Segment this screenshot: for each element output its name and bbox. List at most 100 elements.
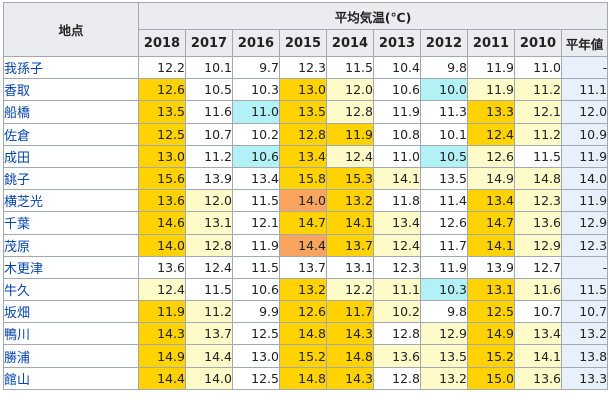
table-row: 茂原 14.0 12.8 11.9 14.4 13.7 12.4 11.7 14.1 12.9 12… — [3, 233, 609, 257]
temperature-cell: 11.7 — [420, 233, 468, 257]
temperature-cell: 11.9 — [326, 122, 374, 146]
year-header-2017: 2017 — [185, 29, 233, 57]
temperature-cell: 13.0 — [138, 144, 186, 168]
temperature-cell: 13.4 — [232, 166, 280, 191]
station-column-header: 地点 — [3, 2, 139, 57]
temperature-cell: 13.9 — [185, 166, 233, 191]
temperature-cell: 12.5 — [138, 122, 186, 146]
normal-value-cell: 12.9 — [560, 211, 609, 235]
temperature-cell: 11.7 — [326, 300, 374, 324]
table-row: 館山 14.4 14.0 12.5 14.8 14.3 12.8 13.2 15.0 13.6 13… — [3, 366, 609, 390]
station-link[interactable]: 香取 — [3, 78, 139, 102]
temperature-cell: 14.1 — [326, 211, 374, 235]
temperature-cell: 12.4 — [373, 233, 421, 257]
temperature-cell: 11.5 — [514, 144, 562, 168]
temperature-cell: 13.4 — [467, 189, 515, 213]
temperature-cell: 9.7 — [232, 55, 280, 80]
temperature-cell: 13.2 — [326, 189, 374, 213]
temperature-cell: 13.1 — [185, 211, 233, 235]
station-link[interactable]: 銚子 — [3, 166, 139, 191]
station-link[interactable]: 船橋 — [3, 100, 139, 124]
temperature-cell: 14.3 — [138, 322, 186, 346]
station-link[interactable]: 茂原 — [3, 233, 139, 257]
temperature-cell: 14.7 — [467, 211, 515, 235]
normal-value-cell: 10.7 — [560, 300, 609, 324]
normal-value-cell: 13.8 — [560, 344, 609, 368]
station-link[interactable]: 我孫子 — [3, 55, 139, 80]
temperature-cell: 11.9 — [373, 100, 421, 124]
temperature-cell: 14.4 — [279, 233, 327, 257]
temperature-cell: 11.3 — [420, 100, 468, 124]
temperature-cell: 12.9 — [420, 322, 468, 346]
table-row: 船橋 13.5 11.6 11.0 13.5 12.8 11.9 11.3 13.3 12.1 12… — [3, 100, 609, 124]
year-header-2010: 2010 — [514, 29, 562, 57]
temperature-cell: 14.9 — [138, 344, 186, 368]
temperature-cell: 13.2 — [420, 366, 468, 390]
temperature-cell: 13.6 — [514, 366, 562, 390]
temperature-cell: 12.0 — [185, 189, 233, 213]
station-link[interactable]: 横芝光 — [3, 189, 139, 213]
temperature-cell: 11.2 — [514, 78, 562, 102]
table-row: 香取 12.6 10.5 10.3 13.0 12.0 10.6 10.0 11.9 11.2 11… — [3, 78, 609, 102]
temperature-cell: 12.3 — [514, 189, 562, 213]
station-link[interactable]: 千葉 — [3, 211, 139, 235]
temperature-cell: 10.0 — [420, 78, 468, 102]
temperature-cell: 12.5 — [232, 322, 280, 346]
temperature-cell: 12.6 — [138, 78, 186, 102]
station-link[interactable]: 木更津 — [3, 255, 139, 279]
temperature-cell: 10.6 — [232, 144, 280, 168]
temperature-table: 地点 平均気温(℃) 2018 2017 2016 2015 2014 2013 2012 2… — [3, 2, 609, 390]
table-row: 横芝光 13.6 12.0 11.5 14.0 13.2 11.8 11.4 13.4 12.3 1… — [3, 189, 609, 213]
temperature-cell: 12.8 — [185, 233, 233, 257]
temperature-cell: 12.8 — [326, 100, 374, 124]
temperature-cell: 12.4 — [185, 255, 233, 279]
temperature-cell: 10.5 — [420, 144, 468, 168]
temperature-cell: 11.2 — [185, 300, 233, 324]
temperature-cell: 11.6 — [185, 100, 233, 124]
temperature-cell: 10.6 — [232, 277, 280, 302]
header-row-years: 2018 2017 2016 2015 2014 2013 2012 2011 2010 平年値 — [4, 29, 609, 57]
temperature-cell: 12.1 — [514, 100, 562, 124]
temperature-cell: 14.1 — [514, 344, 562, 368]
temperature-cell: 12.6 — [420, 211, 468, 235]
temperature-cell: 10.7 — [514, 300, 562, 324]
temperature-cell: 14.9 — [467, 166, 515, 191]
temperature-cell: 14.8 — [326, 344, 374, 368]
normal-value-cell: 11.5 — [560, 277, 609, 302]
temperature-cell: 11.1 — [373, 277, 421, 302]
station-link[interactable]: 牛久 — [3, 277, 139, 302]
table-body: 我孫子 12.2 10.1 9.7 12.3 11.5 10.4 9.8 11.9 11.0- 香取… — [3, 55, 609, 390]
temperature-cell: 11.9 — [467, 55, 515, 80]
station-link[interactable]: 勝浦 — [3, 344, 139, 368]
temperature-cell: 12.7 — [514, 255, 562, 279]
normal-value-cell: 10.9 — [560, 122, 609, 146]
temperature-cell: 13.1 — [326, 255, 374, 279]
temperature-cell: 11.5 — [232, 189, 280, 213]
temperature-cell: 11.5 — [185, 277, 233, 302]
normal-value-cell: 13.3 — [560, 366, 609, 390]
temperature-cell: 14.3 — [326, 322, 374, 346]
temperature-cell: 13.4 — [279, 144, 327, 168]
temperature-cell: 14.1 — [467, 233, 515, 257]
temperature-cell: 10.4 — [373, 55, 421, 80]
table-row: 坂畑 11.9 11.2 9.9 12.6 11.7 10.2 9.8 12.5 10.7 10.7 — [3, 300, 609, 324]
temperature-cell: 14.0 — [138, 233, 186, 257]
temperature-cell: 14.3 — [326, 366, 374, 390]
normal-value-cell: 12.3 — [560, 233, 609, 257]
temperature-cell: 11.0 — [514, 55, 562, 80]
temperature-cell: 10.3 — [420, 277, 468, 302]
station-link[interactable]: 坂畑 — [3, 300, 139, 324]
normal-value-cell: 14.0 — [560, 166, 609, 191]
temperature-cell: 12.9 — [514, 233, 562, 257]
station-link[interactable]: 鴨川 — [3, 322, 139, 346]
station-link[interactable]: 館山 — [3, 366, 139, 390]
temperature-cell: 13.5 — [420, 344, 468, 368]
temperature-cell: 9.8 — [420, 55, 468, 80]
temperature-cell: 11.9 — [467, 78, 515, 102]
station-link[interactable]: 佐倉 — [3, 122, 139, 146]
temperature-cell: 15.6 — [138, 166, 186, 191]
station-link[interactable]: 成田 — [3, 144, 139, 168]
temperature-cell: 13.2 — [279, 277, 327, 302]
temperature-cell: 12.1 — [232, 211, 280, 235]
temperature-cell: 14.4 — [138, 366, 186, 390]
